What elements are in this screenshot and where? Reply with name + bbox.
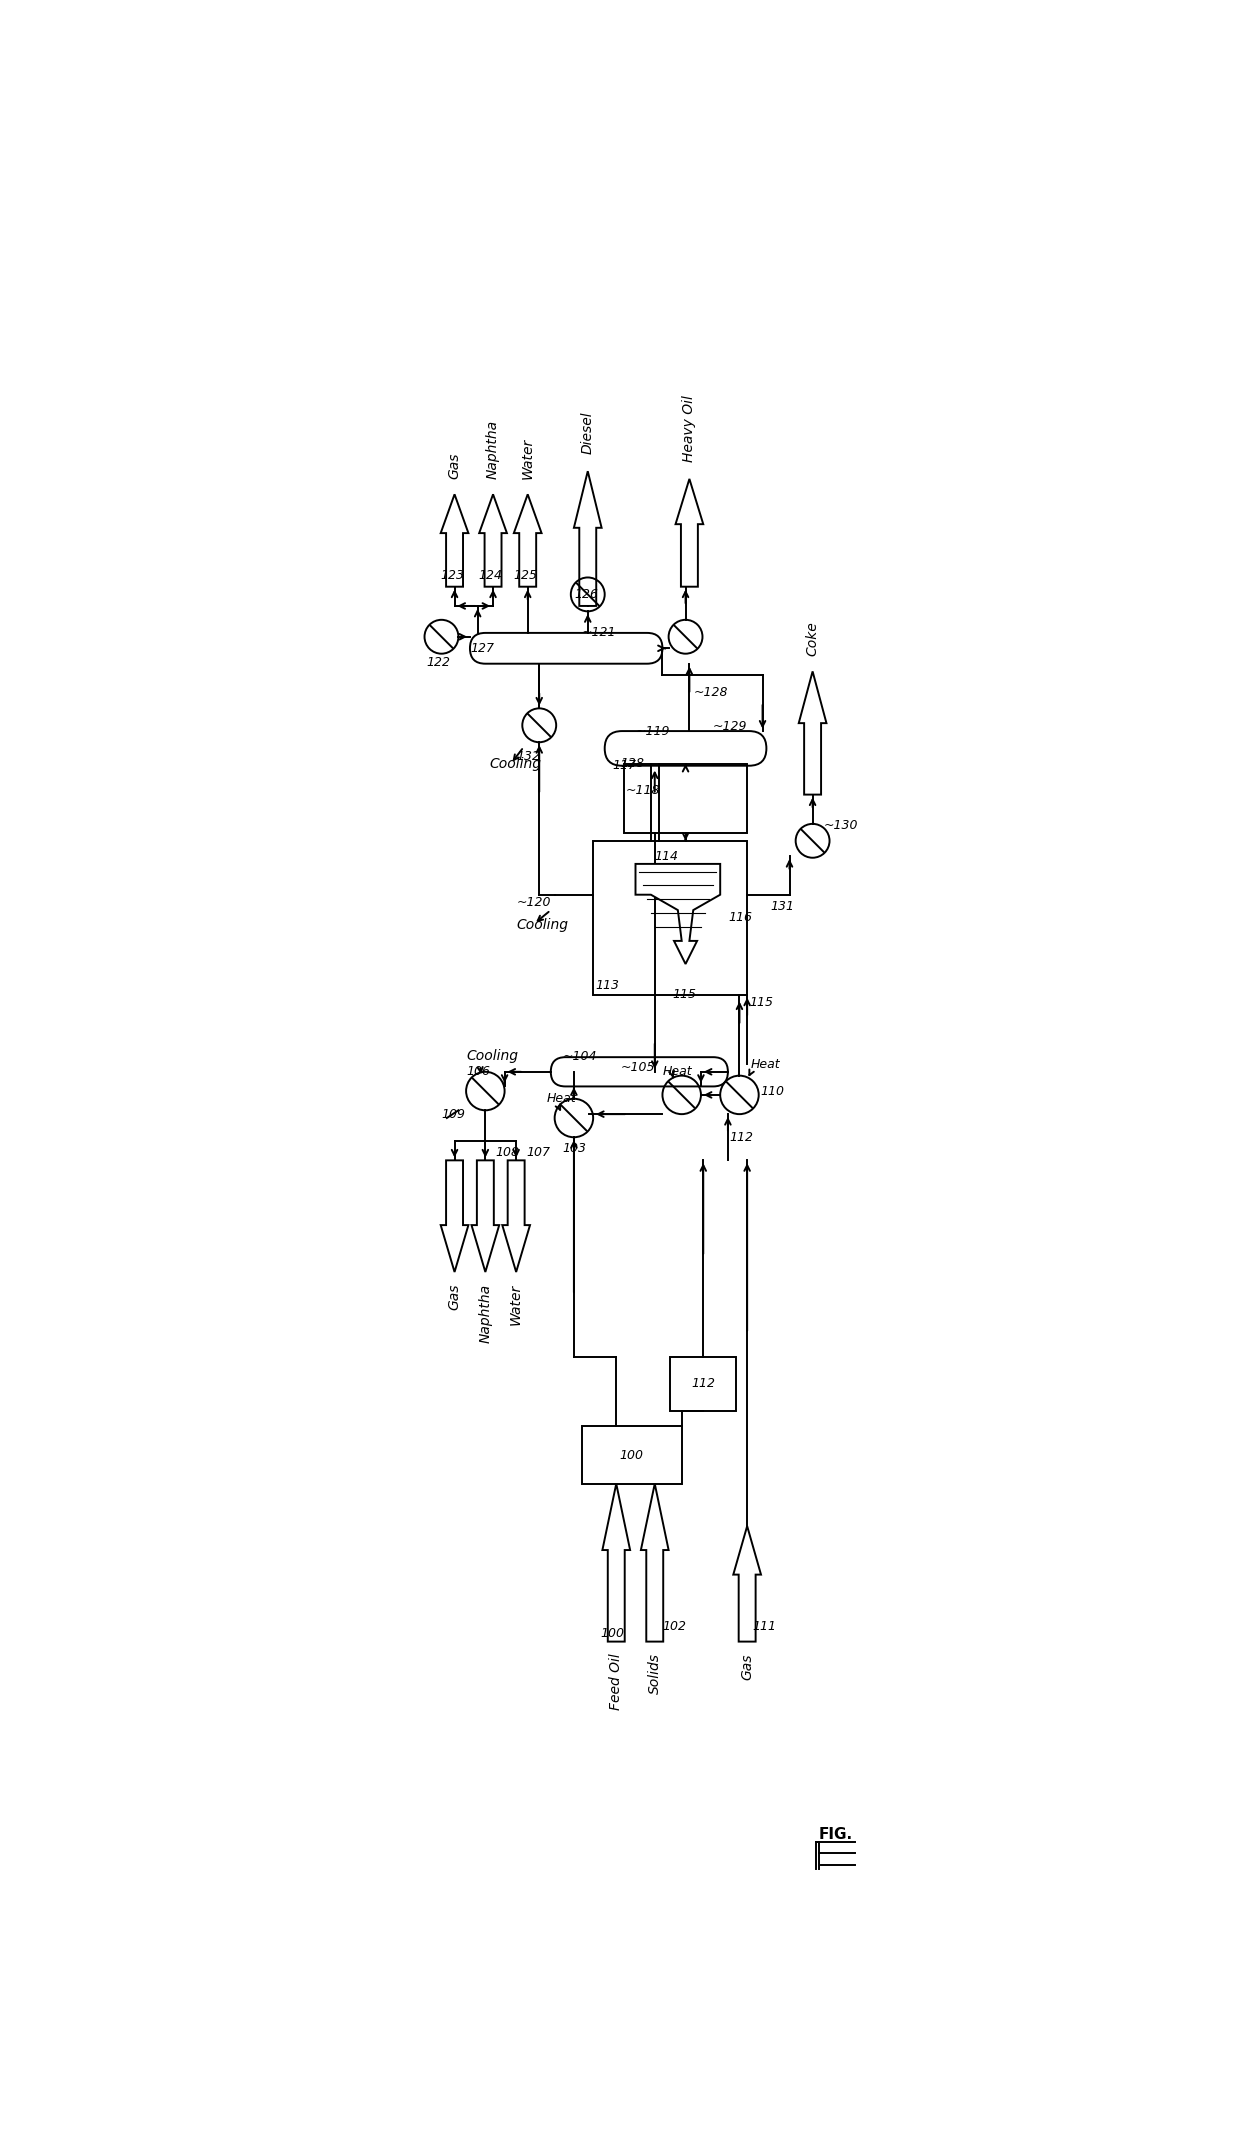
Text: Heavy Oil: Heavy Oil [682, 394, 697, 462]
Polygon shape [733, 1525, 761, 1642]
Text: 124: 124 [479, 569, 502, 581]
Polygon shape [676, 479, 703, 586]
Text: 126: 126 [574, 588, 598, 601]
Text: Gas: Gas [448, 1284, 461, 1310]
Text: Gas: Gas [448, 452, 461, 479]
Text: 108: 108 [495, 1146, 520, 1159]
Text: 112: 112 [729, 1131, 754, 1144]
Bar [582, 1425, 682, 1485]
Text: 122: 122 [427, 656, 450, 669]
Text: 128: 128 [620, 758, 644, 771]
Text: ~130: ~130 [825, 818, 858, 833]
Text: Water: Water [510, 1284, 523, 1325]
Text: 100: 100 [601, 1627, 625, 1640]
Polygon shape [440, 1161, 469, 1272]
Text: 115: 115 [749, 997, 774, 1010]
Text: Coke: Coke [806, 622, 820, 656]
Text: 110: 110 [760, 1084, 784, 1097]
Text: 114: 114 [655, 850, 678, 863]
Text: ~105: ~105 [620, 1061, 655, 1074]
Text: Heat: Heat [751, 1059, 781, 1071]
Text: Solids: Solids [647, 1653, 662, 1693]
Text: Feed Oil: Feed Oil [609, 1653, 624, 1710]
Polygon shape [440, 494, 469, 586]
Bar [670, 1357, 735, 1410]
Text: Naphtha: Naphtha [479, 1284, 492, 1342]
Text: 116: 116 [728, 912, 751, 924]
Text: 106: 106 [466, 1065, 490, 1078]
Polygon shape [513, 494, 542, 586]
Text: 109: 109 [441, 1108, 465, 1120]
Polygon shape [603, 1485, 630, 1642]
Text: ~128: ~128 [693, 686, 728, 699]
Text: 113: 113 [595, 980, 620, 993]
Text: 100: 100 [620, 1448, 644, 1461]
Polygon shape [502, 1161, 529, 1272]
Text: 123: 123 [440, 569, 464, 581]
Polygon shape [635, 865, 720, 965]
Text: ~121: ~121 [582, 626, 616, 639]
Text: 112: 112 [691, 1378, 715, 1391]
Text: 127: 127 [470, 641, 494, 654]
Text: Heat: Heat [662, 1065, 692, 1078]
Text: Heat: Heat [547, 1093, 577, 1105]
Polygon shape [799, 671, 826, 794]
Text: ~129: ~129 [713, 720, 746, 733]
Text: 111: 111 [753, 1619, 776, 1634]
Text: ~119: ~119 [635, 724, 670, 737]
Text: Cooling: Cooling [490, 756, 541, 771]
Text: 103: 103 [563, 1142, 587, 1154]
Polygon shape [574, 471, 601, 605]
Text: ~118: ~118 [625, 784, 660, 797]
Text: Water: Water [521, 437, 534, 479]
Bar [593, 841, 748, 995]
Text: 102: 102 [662, 1619, 687, 1634]
Text: Diesel: Diesel [580, 411, 595, 454]
Text: 125: 125 [513, 569, 537, 581]
Text: 115: 115 [672, 988, 697, 1001]
Text: Cooling: Cooling [516, 918, 568, 933]
Text: 117: 117 [613, 758, 636, 771]
Text: 107: 107 [526, 1146, 551, 1159]
Text: Gas: Gas [740, 1653, 754, 1681]
Polygon shape [641, 1485, 668, 1642]
Text: ~104: ~104 [563, 1050, 596, 1063]
Text: 131: 131 [770, 899, 795, 914]
Text: 132: 132 [516, 750, 541, 763]
Text: Naphtha: Naphtha [486, 420, 500, 479]
Text: ~120: ~120 [516, 897, 551, 910]
Polygon shape [479, 494, 507, 586]
Text: FIG.: FIG. [818, 1828, 853, 1842]
Text: Cooling: Cooling [466, 1050, 518, 1063]
Bar [624, 765, 748, 833]
Polygon shape [471, 1161, 500, 1272]
